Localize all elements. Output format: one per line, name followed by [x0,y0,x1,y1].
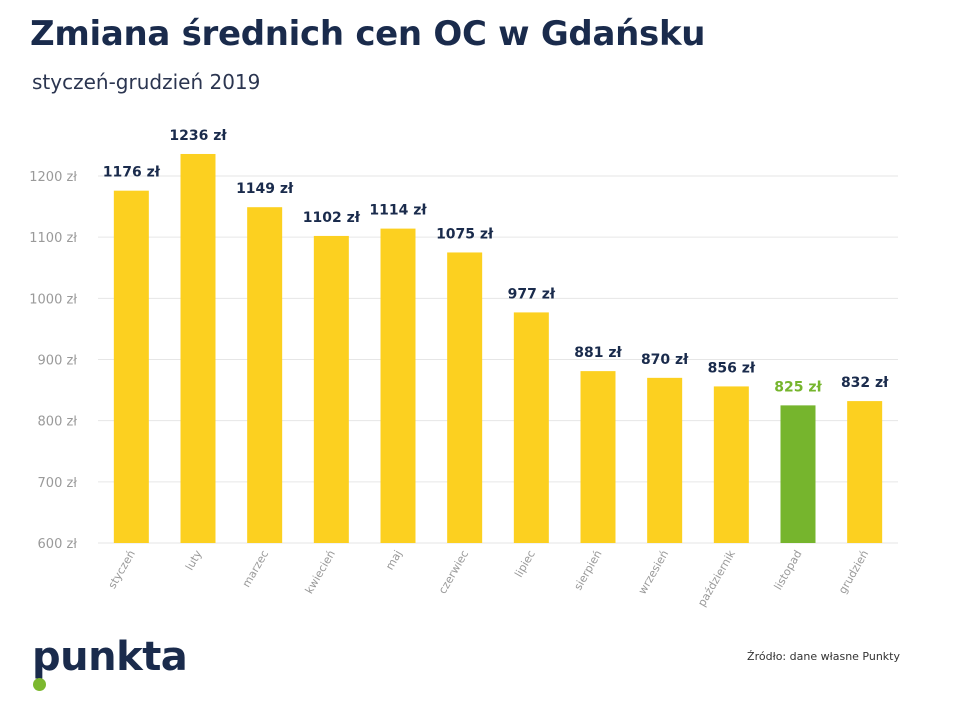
y-tick-label: 1100 zł [29,231,77,246]
bar [113,190,149,543]
bar [447,252,483,544]
chart-title: Zmiana średnich cen OC w Gdańsku [30,14,706,54]
data-label: 1075 zł [436,226,494,242]
data-labels: 1176 zł 1236 zł 1149 zł 1102 zł 1114 zł 1075 … [103,128,889,395]
x-tick-label: kwiecień [303,548,338,596]
x-tick-label: wrzesień [636,548,672,597]
y-tick-label: 900 zł [38,354,78,369]
x-tick-label: czerwiec [436,548,471,596]
x-tick-label: grudzień [836,548,871,596]
y-axis-ticks: 600 zł 700 zł 800 zł 900 zł 1000 zł 1100 zł 12… [29,170,77,552]
x-tick-label: marzec [240,548,272,590]
x-tick-label: sierpień [571,548,604,593]
data-label: 1236 zł [169,128,227,144]
data-label: 856 zł [708,360,756,376]
bar [380,228,416,543]
bar [580,371,616,543]
bar [180,153,216,544]
y-tick-label: 1200 zł [29,170,77,185]
x-tick-label: listopad [772,548,805,592]
data-label: 825 zł [774,379,822,395]
source-note: Źródło: dane własne Punkty [747,650,900,663]
x-tick-label: październik [695,547,738,608]
bar [647,377,683,543]
bar [847,401,883,543]
data-label: 870 zł [641,352,689,368]
y-tick-label: 700 zł [38,476,78,491]
punkta-logo: punkta [32,634,188,680]
y-tick-label: 800 zł [38,415,78,430]
data-label: 881 zł [574,345,622,361]
bar [247,207,283,543]
x-tick-label: lipiec [512,548,538,580]
bar [513,312,549,543]
bar [713,386,749,543]
data-label: 1114 zł [369,203,427,219]
x-tick-label: maj [383,548,405,572]
data-label: 1176 zł [103,165,161,181]
x-axis-ticks: styczeń luty marzec kwiecień maj czerwiec lipi… [106,547,872,608]
chart-subtitle: styczeń-grudzień 2019 [32,70,261,94]
data-label: 1149 zł [236,181,294,197]
bar-highlight [780,405,816,543]
bars [113,153,883,544]
x-tick-label: luty [183,548,205,573]
y-tick-label: 1000 zł [29,292,77,307]
data-label: 832 zł [841,375,889,391]
bar [313,235,349,543]
bar-chart: 600 zł 700 zł 800 zł 900 zł 1000 zł 1100 zł 12… [29,128,898,609]
data-label: 1102 zł [303,210,361,226]
x-tick-label: styczeń [106,548,138,591]
grid-layer [98,175,898,544]
logo-dot [33,678,46,691]
y-tick-label: 600 zł [38,537,78,552]
data-label: 977 zł [508,286,556,302]
